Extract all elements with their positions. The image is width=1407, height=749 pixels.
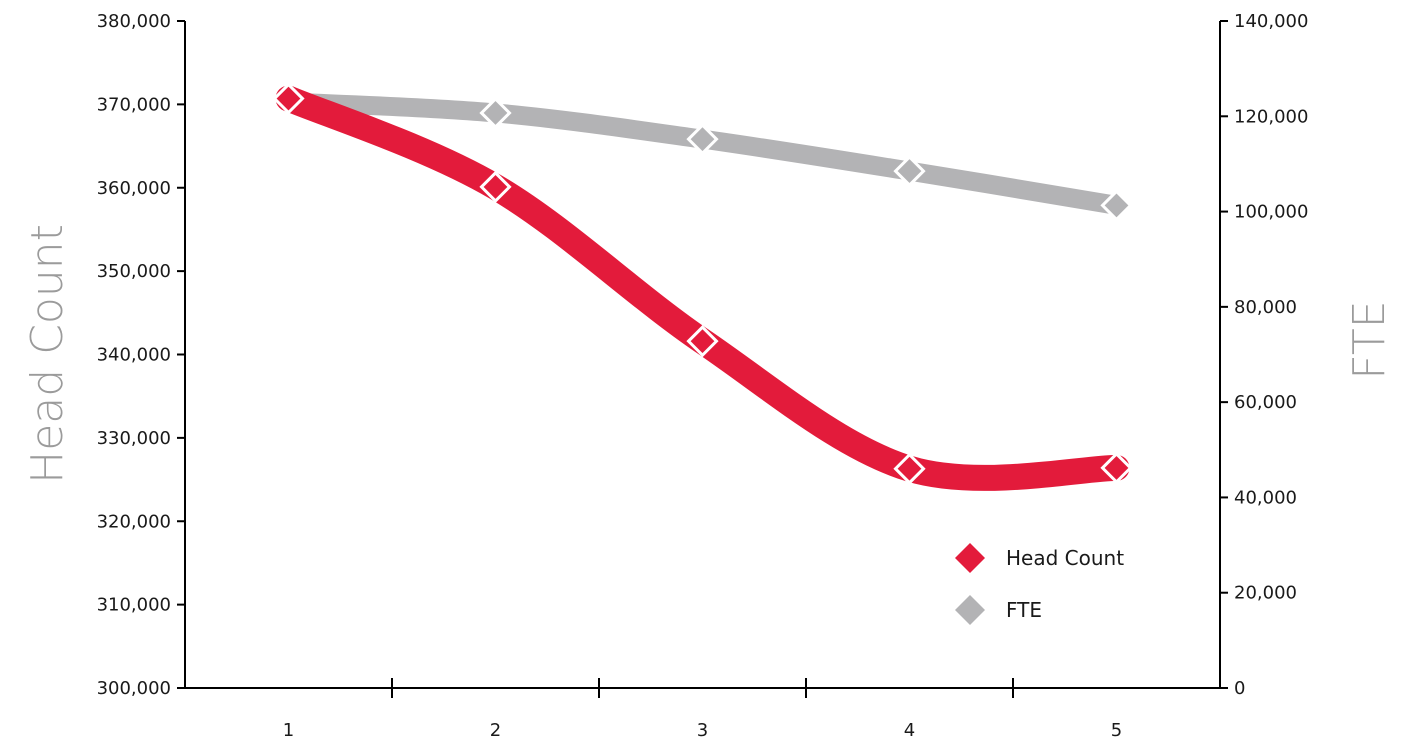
data-point-head-count-2 — [479, 170, 512, 204]
y-right-tick-label: 120,000 — [1234, 106, 1308, 127]
y-right-axis-title: FTE — [1344, 300, 1395, 379]
y-left-tick-label: 330,000 — [97, 428, 171, 449]
y-right-tick-label: 140,000 — [1234, 11, 1308, 32]
y-left-tick-label: 320,000 — [97, 511, 171, 532]
series-line-head-count — [275, 85, 1130, 491]
x-tick-label: 5 — [1111, 720, 1122, 741]
y-left-tick-label: 310,000 — [97, 595, 171, 616]
data-point-fte-5 — [1100, 189, 1133, 222]
y-left-axis-title: Head Count — [22, 224, 73, 484]
y-right-tick-label: 80,000 — [1234, 297, 1297, 318]
data-point-head-count-5 — [1100, 451, 1133, 485]
series-layer — [272, 82, 1133, 491]
data-point-head-count-1 — [272, 82, 305, 115]
data-point-fte-3 — [686, 123, 719, 156]
legend-marker-fte — [955, 595, 985, 625]
y-right-tick-label: 20,000 — [1234, 583, 1297, 604]
data-point-fte-2 — [479, 96, 512, 130]
x-tick-label: 4 — [904, 720, 915, 741]
y-left-tick-label: 300,000 — [97, 678, 171, 699]
y-right-tick-label: 40,000 — [1234, 487, 1297, 508]
y-left-tick-label: 380,000 — [97, 11, 171, 32]
y-left-tick-label: 350,000 — [97, 261, 171, 282]
legend: Head Count FTE — [955, 543, 1124, 625]
y-right-tick-label: 0 — [1234, 678, 1245, 699]
y-left-tick-label: 370,000 — [97, 94, 171, 115]
axes-layer: 300,000310,000320,000330,000340,000350,0… — [97, 11, 1309, 741]
y-left-tick-label: 340,000 — [97, 345, 171, 366]
legend-label: FTE — [1006, 598, 1042, 622]
y-right-tick-label: 100,000 — [1234, 202, 1308, 223]
data-point-fte-4 — [893, 154, 926, 188]
data-point-head-count-3 — [686, 325, 719, 358]
x-tick-label: 1 — [283, 720, 294, 741]
y-right-tick-label: 60,000 — [1234, 392, 1297, 413]
y-left-tick-label: 360,000 — [97, 178, 171, 199]
legend-marker-head-count — [955, 543, 985, 573]
data-point-head-count-4 — [893, 452, 926, 485]
x-tick-label: 3 — [697, 720, 708, 741]
x-tick-label: 2 — [490, 720, 501, 741]
legend-label: Head Count — [1006, 546, 1124, 570]
